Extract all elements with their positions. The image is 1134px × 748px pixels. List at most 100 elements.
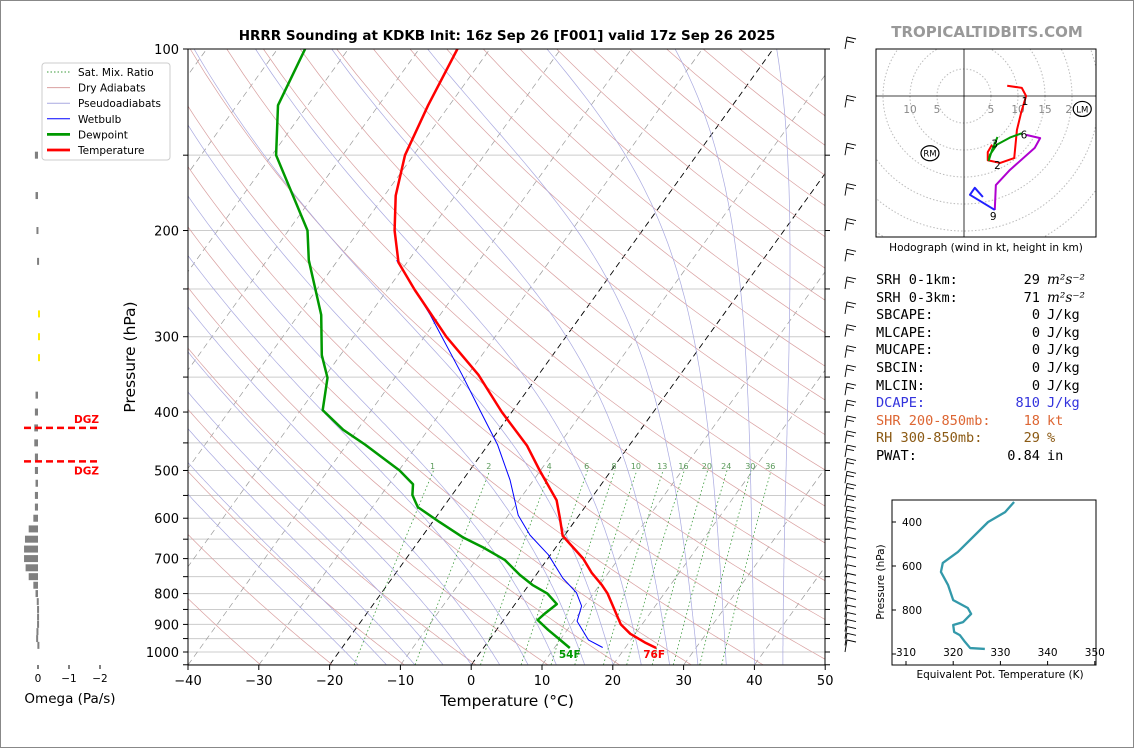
stat-unit: J/kg <box>1047 324 1080 341</box>
wind-barb <box>844 516 857 529</box>
stat-row: DCAPE: 810 J/kg <box>876 395 1106 413</box>
barb-flag <box>846 276 857 280</box>
legend-label: Temperature <box>77 145 145 157</box>
legend-box <box>41 62 171 161</box>
omega-bar <box>36 227 39 235</box>
wind-barb <box>844 382 857 396</box>
stat-label: MUCAPE: <box>876 342 934 359</box>
wind-barb <box>844 482 857 496</box>
legend-label: Dewpoint <box>78 129 128 141</box>
barb-flag <box>846 486 855 490</box>
dry-adiabat <box>188 347 548 665</box>
dry-adiabat <box>299 49 825 507</box>
barb-flag <box>846 444 857 448</box>
omega-bar <box>28 573 38 581</box>
barb-flag <box>846 619 857 623</box>
dry-adiabat <box>519 49 825 301</box>
omega-bar <box>36 598 39 606</box>
wind-barb <box>844 364 857 378</box>
hodograph-segment <box>986 84 1028 164</box>
barb-flag <box>846 572 857 576</box>
barb-flag <box>846 546 857 550</box>
theta-e-x-tick-label: 320 <box>943 647 963 659</box>
barb-flag <box>846 555 857 559</box>
omega-bar <box>35 192 38 200</box>
wind-barb <box>844 324 857 337</box>
barb-staff <box>844 36 848 50</box>
pseudoadiabat <box>188 124 585 665</box>
stat-label: RH 300-850mb: <box>876 430 983 447</box>
barb-flag <box>846 474 855 478</box>
mixing-ratio-label: 2 <box>486 462 491 471</box>
barb-flag <box>846 328 855 331</box>
pseudoadiabat <box>427 49 699 665</box>
stat-row: MLCAPE: 0 J/kg <box>876 325 1106 343</box>
brand-watermark: TROPICALTIDBITS.COM <box>891 23 1083 41</box>
omega-bar <box>37 257 40 265</box>
theta-e-plot: 310 320 330 340 350 400 600 800 <box>891 499 1105 666</box>
barb-flag <box>846 462 855 465</box>
mixing-ratio-label: 1 <box>430 462 435 471</box>
wind-barb <box>844 555 857 568</box>
mixing-ratio-label: 20 <box>702 462 712 471</box>
x-tick-label: −20 <box>316 674 343 689</box>
dry-adiabat <box>336 49 825 471</box>
pseudoadiabat <box>188 391 444 665</box>
barb-flag <box>846 146 855 150</box>
dry-adiabat <box>188 286 620 665</box>
omega-tick-label: −1 <box>61 673 76 685</box>
wind-barb <box>844 183 857 196</box>
x-tick-label: 30 <box>675 674 692 689</box>
wind-barb <box>844 36 857 50</box>
barb-staff <box>844 597 848 610</box>
wind-barb <box>844 589 857 602</box>
omega-bar <box>37 605 40 613</box>
skewt-axes: 54F 76F −40 −30 −20 −10 0 10 20 30 40 50 100 200 300 40… <box>146 43 834 689</box>
isotherm <box>400 74 825 665</box>
barb-flag <box>846 94 857 98</box>
pseudoadiabat <box>188 195 557 665</box>
barb-staff <box>844 573 848 586</box>
hodograph-ring-label: 15 <box>1038 104 1051 116</box>
theta-e-y-tick-label: 400 <box>902 517 922 529</box>
barb-flag <box>846 301 857 305</box>
mixing-ratio-label: 4 <box>547 462 552 471</box>
omega-bar <box>33 514 38 522</box>
barb-staff <box>844 495 848 508</box>
pseudoadiabat <box>188 461 387 665</box>
dry-adiabat <box>188 533 333 665</box>
dry-adiabat <box>188 226 692 665</box>
barb-staff <box>844 483 848 496</box>
barb-flag <box>846 597 857 600</box>
barb-flag <box>846 536 857 540</box>
wind-barb <box>844 546 857 559</box>
stat-unit: m²s⁻² <box>1047 272 1085 288</box>
mixing-ratio-label: 16 <box>678 462 688 471</box>
x-tick-label: −40 <box>174 674 201 689</box>
barb-flag <box>846 324 857 328</box>
omega-bar <box>34 151 38 159</box>
barb-staff <box>844 604 848 618</box>
stat-value: 29 <box>1023 430 1040 447</box>
surface-temperature-label: 76F <box>643 649 665 661</box>
barb-staff <box>844 639 848 653</box>
barb-staff <box>844 536 848 550</box>
wind-barb <box>844 581 857 594</box>
skewt-profiles <box>274 49 657 650</box>
mixing-ratio-label: 24 <box>721 462 731 471</box>
barb-staff <box>844 430 848 443</box>
wind-barb <box>844 536 857 550</box>
legend-label: Dry Adiabats <box>78 83 146 95</box>
barb-staff <box>844 143 848 156</box>
dgz-label: DGZ <box>74 465 99 477</box>
theta-e-y-tick-label: 600 <box>902 561 922 573</box>
barb-flag <box>846 430 857 434</box>
stat-label: PWAT: <box>876 447 917 464</box>
barb-flag <box>846 345 857 349</box>
y-tick-label: 700 <box>154 553 179 568</box>
wind-barb <box>844 505 857 519</box>
omega-bar <box>35 479 38 487</box>
barb-flag <box>846 626 857 630</box>
barb-flag <box>846 458 857 461</box>
